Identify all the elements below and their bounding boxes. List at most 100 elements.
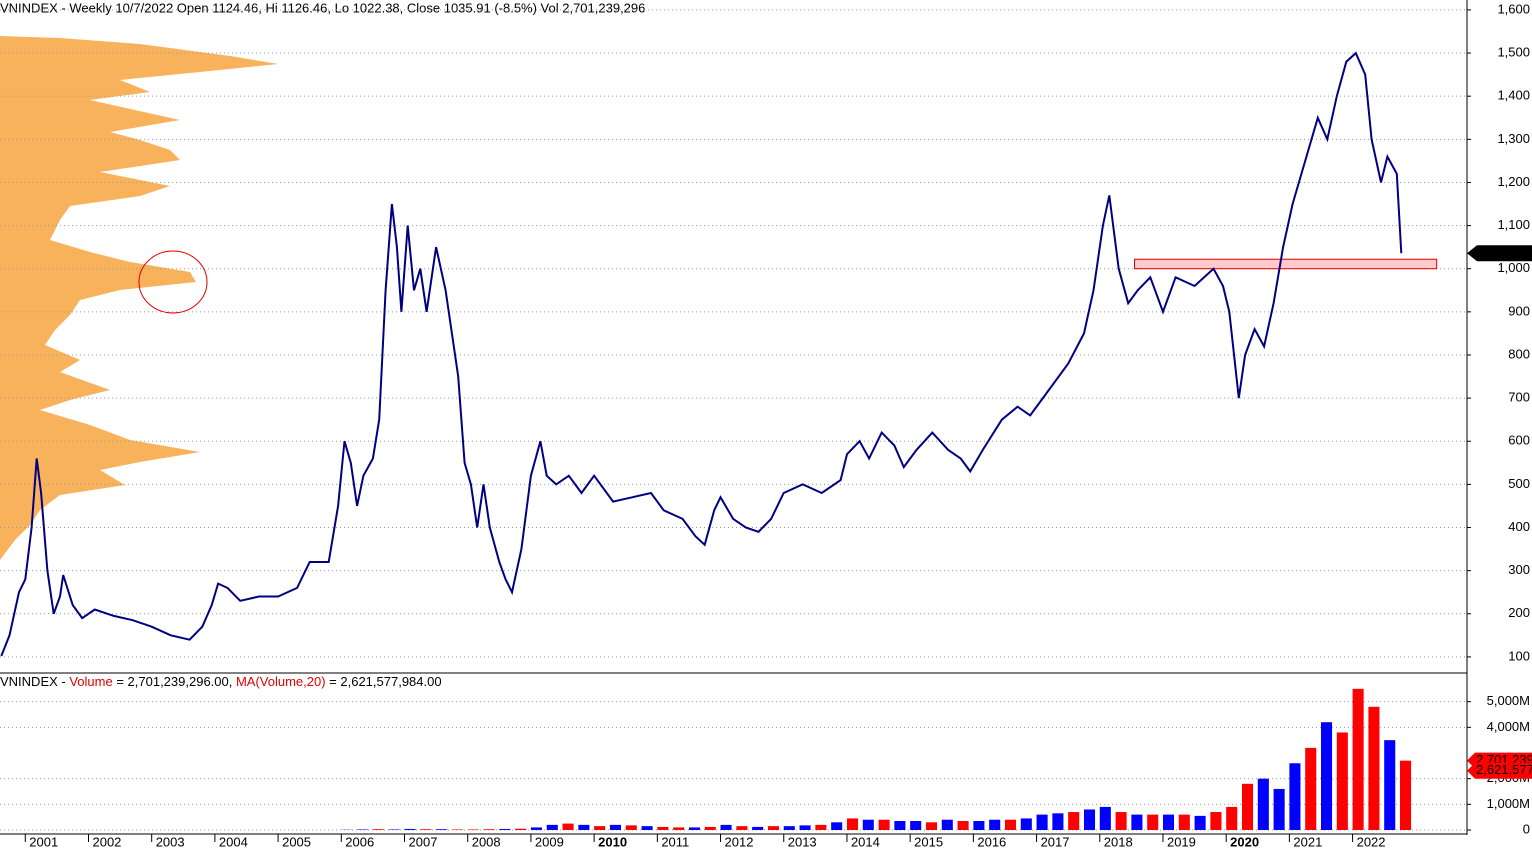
y-tick-label: 1,200	[1497, 174, 1530, 189]
volume-bar	[562, 823, 574, 830]
x-tick-label: 2004	[219, 834, 248, 849]
x-tick-label: 2001	[29, 834, 58, 849]
y-tick-label: 500	[1508, 476, 1530, 491]
volume-bar	[688, 827, 701, 830]
volume-bar	[910, 821, 922, 830]
x-tick-label: 2019	[1167, 834, 1196, 849]
volume-bar	[1400, 760, 1412, 830]
volume-bar	[862, 819, 874, 830]
volume-bar	[1273, 788, 1285, 830]
volume-bar	[1320, 722, 1333, 830]
volume-bar	[720, 824, 732, 830]
x-tick-label: 2022	[1357, 834, 1386, 849]
volume-bar	[483, 829, 495, 830]
volume-bar	[1083, 809, 1096, 830]
volume-bar	[515, 828, 527, 830]
y-tick-label: 1,000M	[1487, 796, 1530, 811]
volume-bar	[1336, 732, 1348, 830]
last-price-tag	[1467, 245, 1532, 262]
volume-bar	[594, 826, 606, 830]
volume-bar	[625, 825, 637, 830]
volume-bar	[1257, 778, 1269, 830]
volume-bar	[1131, 814, 1143, 830]
volume-bar	[1305, 747, 1317, 830]
y-tick-label: 1,400	[1497, 88, 1530, 103]
x-tick-label: 2008	[472, 834, 501, 849]
volume-bar	[1241, 783, 1254, 830]
x-tick-label: 2010	[598, 834, 627, 849]
x-tick-label: 2012	[725, 834, 754, 849]
x-tick-label: 2006	[345, 834, 374, 849]
volume-bar	[1115, 812, 1127, 830]
x-tick-label: 2003	[156, 834, 185, 849]
y-tick-label: 0	[1523, 821, 1530, 836]
y-tick-label: 1,600	[1497, 1, 1530, 16]
y-tick-label: 900	[1508, 303, 1530, 318]
x-tick-label: 2015	[914, 834, 943, 849]
volume-bar	[467, 829, 479, 830]
volume-bar	[546, 824, 558, 830]
volume-bar	[973, 821, 985, 830]
volume-bar	[989, 819, 1001, 830]
y-tick-label: 700	[1508, 390, 1530, 405]
y-tick-label: 5,000M	[1487, 693, 1530, 708]
volume-bar	[1226, 806, 1238, 830]
volume-bar	[673, 827, 685, 830]
volume-bar	[1178, 814, 1190, 830]
volume-bar	[357, 829, 369, 830]
volume-bar	[1368, 706, 1380, 830]
value-tag-label: 2,621,577,984	[1476, 762, 1532, 777]
volume-bar	[878, 819, 890, 830]
volume-bar	[1036, 814, 1048, 830]
volume-bar	[704, 826, 716, 830]
volume-header: VNINDEX - Volume = 2,701,239,296.00, MA(…	[0, 674, 442, 689]
volume-bar	[499, 828, 511, 830]
y-tick-label: 1,300	[1497, 131, 1530, 146]
x-tick-label: 2020	[1230, 834, 1259, 849]
y-tick-label: 100	[1508, 648, 1530, 663]
price-line	[0, 51, 1403, 657]
value-tag	[1467, 762, 1532, 779]
volume-bar	[1352, 688, 1364, 830]
x-tick-label: 2005	[282, 834, 311, 849]
volume-bar	[372, 829, 384, 830]
volume-profile	[0, 36, 278, 560]
volume-bar	[736, 826, 748, 830]
volume-bar	[846, 818, 859, 830]
x-tick-label: 2021	[1293, 834, 1322, 849]
x-tick-label: 2007	[409, 834, 438, 849]
volume-bar	[451, 829, 463, 830]
volume-bar	[957, 821, 969, 830]
volume-bar	[1099, 806, 1111, 830]
x-tick-label: 2014	[851, 834, 880, 849]
y-tick-label: 300	[1508, 562, 1530, 577]
last-price-label: 1,035.91	[1480, 245, 1531, 260]
volume-bar	[1068, 812, 1080, 830]
volume-bar	[657, 826, 669, 830]
volume-bar	[941, 819, 953, 830]
volume-bar	[831, 822, 843, 830]
volume-bar	[783, 826, 795, 830]
support-zone	[1134, 258, 1438, 270]
annotation-circle	[138, 250, 208, 314]
x-tick-label: 2018	[1104, 834, 1133, 849]
volume-bar	[1194, 815, 1206, 830]
volume-bar	[388, 829, 400, 830]
volume-bar	[1004, 819, 1017, 830]
y-tick-label: 4,000M	[1487, 719, 1530, 734]
header-part: Volume	[69, 674, 112, 689]
volume-bar	[1162, 814, 1175, 830]
y-tick-label: 800	[1508, 346, 1530, 361]
header-part: VNINDEX -	[0, 674, 69, 689]
header-part: = 2,701,239,296.00,	[113, 674, 236, 689]
volume-bar	[1210, 812, 1222, 830]
volume-bar	[799, 825, 811, 830]
header-part: MA(Volume,20)	[236, 674, 326, 689]
x-tick-label: 2002	[92, 834, 121, 849]
x-tick-label: 2009	[535, 834, 564, 849]
volume-bar	[420, 829, 432, 830]
volume-bar	[1289, 763, 1301, 830]
volume-bar	[609, 824, 621, 830]
volume-bar	[767, 826, 780, 830]
